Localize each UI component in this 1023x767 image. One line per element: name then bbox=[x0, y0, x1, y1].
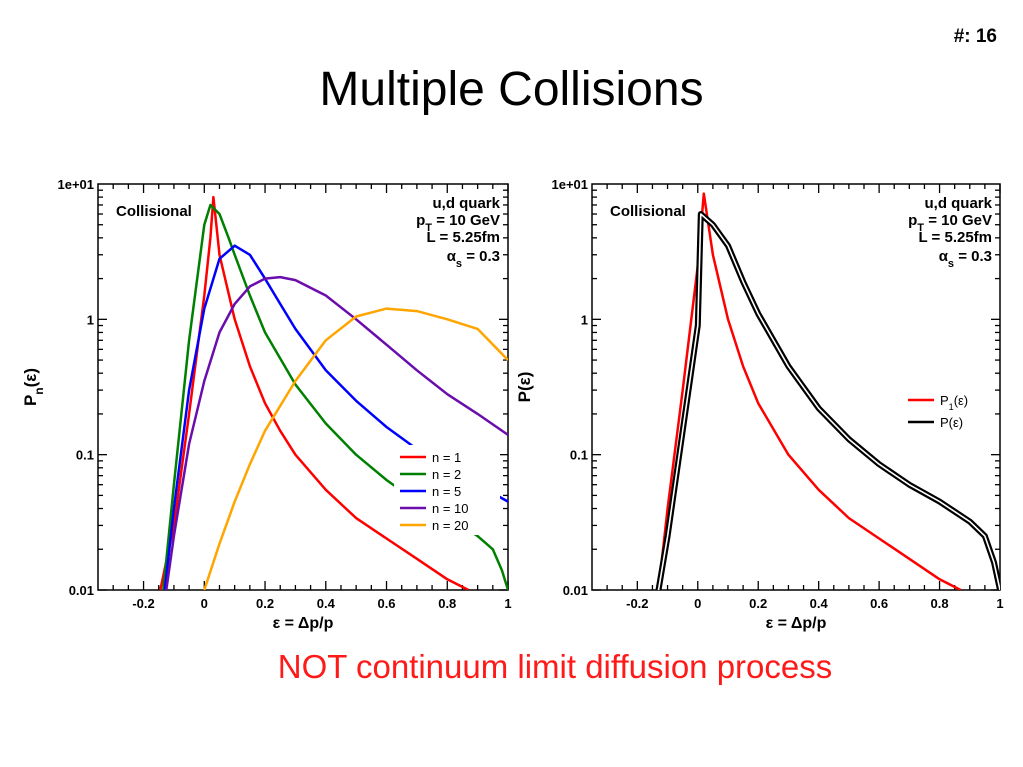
y-tick-label: 0.1 bbox=[570, 448, 588, 463]
x-tick-label: 0 bbox=[694, 596, 701, 611]
y-tick-label: 1 bbox=[87, 312, 94, 327]
x-tick-label: 0.4 bbox=[317, 596, 336, 611]
annotation-collisional: Collisional bbox=[610, 203, 686, 220]
x-tick-label: 0.6 bbox=[870, 596, 888, 611]
x-tick-label: 0.4 bbox=[810, 596, 829, 611]
annotation-quark: u,d quark bbox=[432, 195, 500, 212]
x-tick-label: 0.2 bbox=[256, 596, 274, 611]
y-tick-label: 0.01 bbox=[69, 583, 94, 598]
legend: P1(ε) P(ε) bbox=[908, 393, 968, 430]
annotation-length: L = 5.25fm bbox=[918, 229, 992, 246]
legend-label: n = 2 bbox=[432, 467, 461, 482]
legend-label: n = 1 bbox=[432, 450, 461, 465]
x-tick-label: 1 bbox=[504, 596, 511, 611]
annotation-collisional: Collisional bbox=[116, 203, 192, 220]
x-tick-label: 0.8 bbox=[438, 596, 456, 611]
annotation-alpha: αs = 0.3 bbox=[447, 248, 500, 270]
x-tick-label: 0 bbox=[201, 596, 208, 611]
series-group bbox=[655, 192, 1000, 590]
chart-panel-right: -0.2 0 0.2 0.4 0.6 0.8 1 0.01 0.1 1 1e+01 ε = Δp/p P… bbox=[515, 177, 1004, 632]
x-tick-label: -0.2 bbox=[132, 596, 154, 611]
x-axis-label: ε = Δp/p bbox=[273, 615, 334, 632]
legend-label: n = 5 bbox=[432, 484, 461, 499]
y-axis-label: P(ε) bbox=[515, 372, 534, 403]
series-line-n-10 bbox=[165, 275, 508, 590]
series-line-n-20 bbox=[203, 307, 508, 590]
series-line-n-5 bbox=[163, 244, 508, 590]
y-axis-label: Pn(ε) bbox=[21, 368, 46, 406]
series-line-p1- bbox=[657, 192, 962, 590]
series-line-inner bbox=[657, 213, 1000, 590]
slide-number: #: 16 bbox=[953, 26, 997, 47]
x-tick-label: 1 bbox=[996, 596, 1003, 611]
annotation-alpha: αs = 0.3 bbox=[939, 248, 992, 270]
y-tick-label: 1e+01 bbox=[57, 177, 94, 192]
plot-frame bbox=[591, 183, 1001, 591]
annotation-quark: u,d quark bbox=[924, 195, 992, 212]
annotation-pt: pT = 10 GeV bbox=[908, 212, 992, 234]
chart-panel-left: -0.2 0 0.2 0.4 0.6 0.8 1 0.01 0.1 1 1e+01 ε = Δp/p P… bbox=[21, 177, 512, 632]
series-line-n-1 bbox=[159, 195, 470, 590]
y-tick-label: 0.1 bbox=[76, 448, 94, 463]
legend-label: n = 20 bbox=[432, 518, 469, 533]
x-tick-label: 0.8 bbox=[931, 596, 949, 611]
legend: n = 1 n = 2 n = 5 n = 10 n = 20 bbox=[394, 445, 500, 535]
x-axis-label: ε = Δp/p bbox=[766, 615, 827, 632]
note-text: NOT continuum limit diffusion process bbox=[277, 648, 833, 685]
x-tick-label: -0.2 bbox=[626, 596, 648, 611]
legend-label: P(ε) bbox=[940, 415, 963, 430]
x-tick-label: 0.6 bbox=[377, 596, 395, 611]
y-tick-label: 0.01 bbox=[563, 583, 588, 598]
slide-title: Multiple Collisions bbox=[319, 63, 704, 116]
legend-label: n = 10 bbox=[432, 501, 469, 516]
legend-label: P1(ε) bbox=[940, 393, 968, 412]
annotation-length: L = 5.25fm bbox=[426, 229, 500, 246]
y-tick-label: 1 bbox=[581, 312, 588, 327]
annotation-pt: pT = 10 GeV bbox=[416, 212, 500, 234]
y-tick-label: 1e+01 bbox=[551, 177, 588, 192]
plot-frame bbox=[97, 183, 509, 591]
x-tick-label: 0.2 bbox=[749, 596, 767, 611]
